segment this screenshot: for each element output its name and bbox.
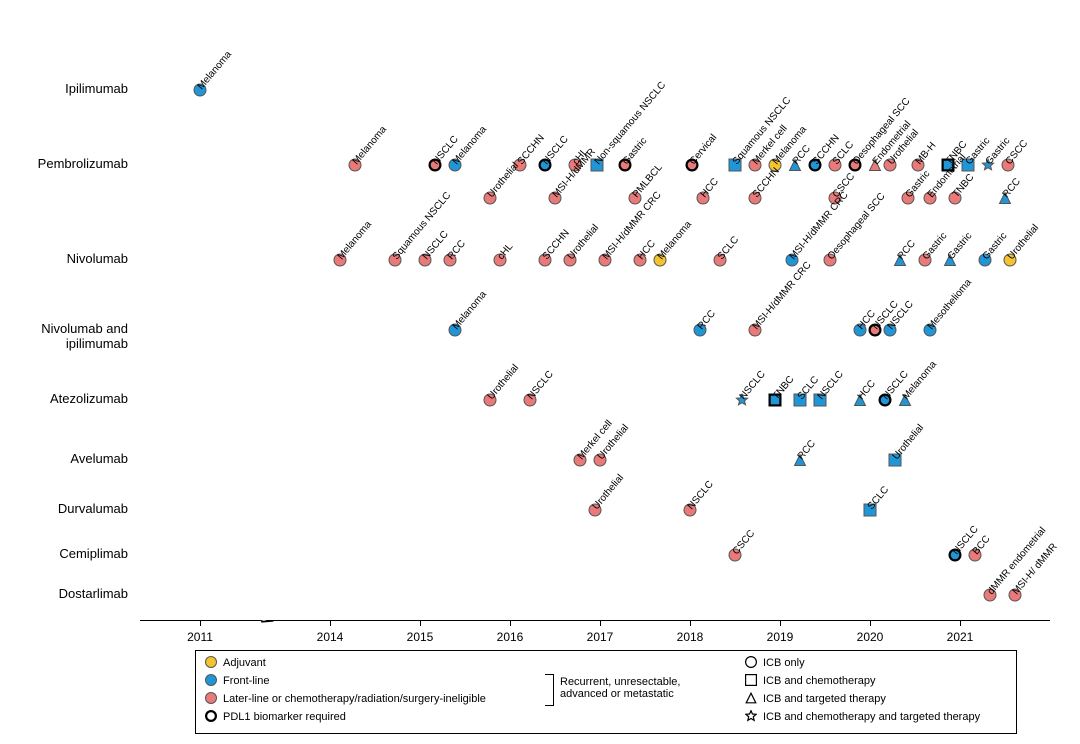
legend-bracket-label: Recurrent, unresectable, advanced or met…	[560, 676, 730, 700]
legend-label: ICB and targeted therapy	[763, 693, 886, 705]
y-axis-label: Durvalumab	[58, 501, 128, 516]
legend-label: ICB and chemotherapy	[763, 675, 876, 687]
x-axis-label: 2014	[317, 630, 344, 644]
x-axis-label: 2011	[187, 630, 213, 644]
data-point-label: Urothelial	[891, 423, 926, 462]
data-point-label: Urothelial	[591, 473, 626, 512]
data-point-label: MSI-H/dMMR CRC	[751, 260, 813, 332]
data-point-label: Melanoma	[451, 289, 489, 331]
x-tick	[600, 620, 601, 626]
data-point-label: Urothelial	[486, 161, 521, 200]
legend-swatch	[205, 710, 217, 725]
data-point-label: Cervical	[688, 132, 719, 166]
legend-label: Front-line	[223, 675, 269, 687]
legend-item: Adjuvant	[205, 656, 266, 671]
legend-swatch	[205, 692, 217, 707]
data-point-label: Melanoma	[196, 49, 234, 91]
data-point-label: SCLC	[866, 485, 891, 512]
data-point-label: Melanoma	[656, 219, 694, 261]
x-axis-label: 2018	[677, 630, 704, 644]
y-axis-label: Dostarlimab	[59, 586, 128, 601]
legend-shape-icon	[745, 656, 757, 671]
x-tick	[330, 620, 331, 626]
data-point-label: cHL	[496, 241, 515, 261]
data-point-label: Urothelial	[566, 223, 601, 262]
data-point-label: Melanoma	[336, 219, 374, 261]
data-point-label: TNBC	[951, 172, 976, 199]
data-point-label: RCC	[446, 238, 468, 261]
x-tick	[200, 620, 201, 626]
legend-label: ICB and chemotherapy and targeted therap…	[763, 711, 980, 723]
y-axis-label: Nivolumab and ipilimumab	[41, 321, 128, 351]
legend-label: ICB only	[763, 657, 805, 669]
data-point-label: NSCLC	[686, 479, 715, 511]
data-point-label: Urothelial	[486, 363, 521, 402]
x-tick	[420, 620, 421, 626]
data-point-label: MB-H	[914, 140, 938, 166]
legend-shape-icon	[745, 674, 757, 689]
data-point-label: RCC	[1001, 177, 1023, 200]
x-axis-label: 2015	[407, 630, 434, 644]
legend-shape-icon	[745, 692, 757, 707]
y-axis-label: Atezolizumab	[50, 391, 128, 406]
y-axis-label: Ipilimumab	[65, 81, 128, 96]
legend-bracket	[545, 674, 554, 706]
legend-item: Front-line	[205, 674, 269, 689]
legend-item: ICB and chemotherapy	[745, 674, 876, 689]
legend-swatch	[205, 674, 217, 689]
y-axis-label: Pembrolizumab	[38, 156, 128, 171]
legend-swatch	[205, 656, 217, 671]
data-point-label: Gastric	[946, 231, 974, 262]
legend-item: ICB and targeted therapy	[745, 692, 886, 707]
legend-label: Adjuvant	[223, 657, 266, 669]
data-point-label: RCC	[696, 308, 718, 331]
data-point-label: RCC	[896, 238, 918, 261]
x-tick	[510, 620, 511, 626]
data-point-label: Urothelial	[1006, 223, 1041, 262]
timeline-chart: Ipilimumab Pembrolizumab Nivolumab Nivoluma…	[0, 0, 1080, 744]
data-point-label: NSCLC	[816, 369, 845, 401]
x-axis-label: 2021	[947, 630, 974, 644]
data-point-label: HCC	[856, 378, 878, 401]
x-axis-label: 2020	[857, 630, 884, 644]
data-point-label: NSCLC	[526, 369, 555, 401]
x-axis-label: 2017	[587, 630, 614, 644]
x-tick	[960, 620, 961, 626]
legend-label: Later-line or chemotherapy/radiation/sur…	[223, 693, 486, 705]
x-axis-label: 2019	[767, 630, 794, 644]
x-tick	[870, 620, 871, 626]
data-point-label: SCLC	[716, 235, 741, 262]
x-tick	[690, 620, 691, 626]
data-point-label: RCC	[796, 438, 818, 461]
legend-label: PDL1 biomarker required	[223, 711, 346, 723]
y-axis-label: Nivolumab	[67, 251, 128, 266]
y-axis-label: Avelumab	[70, 451, 128, 466]
legend-item: ICB only	[745, 656, 805, 671]
legend-item: PDL1 biomarker required	[205, 710, 346, 725]
x-axis-line	[140, 620, 1050, 621]
data-point-label: NSCLC	[738, 369, 767, 401]
legend-item: Later-line or chemotherapy/radiation/sur…	[205, 692, 486, 707]
data-point-label: Mesothelioma	[926, 277, 974, 331]
data-point-label: HCC	[699, 177, 721, 200]
legend-item: ICB and chemotherapy and targeted therap…	[745, 710, 980, 725]
data-point-label: CSCC	[731, 528, 757, 556]
y-axis-label: Cemiplimab	[59, 546, 128, 561]
legend-shape-icon	[745, 710, 757, 725]
x-tick	[780, 620, 781, 626]
data-point-label: Melanoma	[351, 124, 389, 166]
data-point-label: Gastric	[621, 136, 649, 167]
x-axis-label: 2016	[497, 630, 524, 644]
